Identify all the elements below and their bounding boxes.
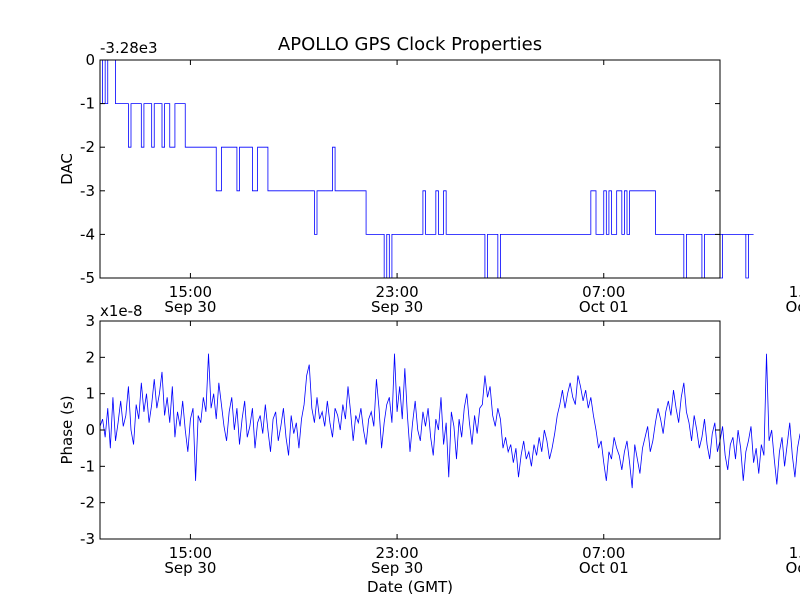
x-axis-label: Date (GMT) bbox=[367, 578, 453, 596]
phase-xtick-label-date: Sep 30 bbox=[164, 559, 216, 577]
dac-xtick-label-date: Oct 01 bbox=[579, 298, 629, 316]
chart-title: APOLLO GPS Clock Properties bbox=[278, 34, 542, 55]
dac-ytick-label: 0 bbox=[85, 51, 95, 69]
phase-ytick-label: -2 bbox=[80, 494, 95, 512]
phase-xtick-label-time: 07:00 bbox=[582, 544, 625, 562]
phase-xtick-label-time: 23:00 bbox=[375, 544, 418, 562]
phase-xtick-label-time: 15:00 bbox=[789, 544, 800, 562]
dac-plot-frame bbox=[99, 59, 721, 279]
dac-ytick-label: -3 bbox=[80, 182, 95, 200]
phase-offset-label: x1e-8 bbox=[100, 302, 143, 320]
dac-xtick-label-time: 15:00 bbox=[169, 283, 212, 301]
phase-ytick-label: 3 bbox=[85, 312, 95, 330]
dac-offset-label: -3.28e3 bbox=[100, 39, 158, 57]
dac-ytick-label: -1 bbox=[80, 95, 95, 113]
phase-xtick-label-date: Oct 01 bbox=[786, 559, 800, 577]
phase-ytick-label: 0 bbox=[85, 421, 95, 439]
dac-y-ticks: 0 -1 -2 -3 -4 -5 bbox=[80, 51, 720, 287]
dac-xtick-label-date: Sep 30 bbox=[164, 298, 216, 316]
dac-ytick-label: -5 bbox=[80, 269, 95, 287]
phase-xtick-label-time: 15:00 bbox=[169, 544, 212, 562]
phase-ytick-label: -1 bbox=[80, 457, 95, 475]
phase-ytick-label: -3 bbox=[80, 530, 95, 548]
phase-y-axis-label: Phase (s) bbox=[58, 395, 76, 464]
dac-xtick-label-time: 07:00 bbox=[582, 283, 625, 301]
dac-ytick-label: -2 bbox=[80, 138, 95, 156]
phase-xtick-label-date: Oct 01 bbox=[579, 559, 629, 577]
dac-xtick-label-date: Oct 01 bbox=[786, 298, 800, 316]
dac-xtick-label-time: 23:00 bbox=[375, 283, 418, 301]
phase-ytick-label: 1 bbox=[85, 385, 95, 403]
phase-xtick-label-date: Sep 30 bbox=[371, 559, 423, 577]
phase-ytick-label: 2 bbox=[85, 348, 95, 366]
phase-y-ticks: 3 2 1 0 -1 -2 -3 bbox=[80, 312, 720, 548]
dac-ytick-label: -4 bbox=[80, 225, 95, 243]
dac-xtick-label-time: 15:00 bbox=[789, 283, 800, 301]
dac-series-line-0 bbox=[99, 59, 754, 279]
dac-series bbox=[99, 59, 754, 279]
dac-xtick-label-date: Sep 30 bbox=[371, 298, 423, 316]
phase-series-line-0 bbox=[99, 353, 800, 489]
phase-series bbox=[99, 353, 800, 489]
dac-y-axis-label: DAC bbox=[58, 153, 76, 185]
